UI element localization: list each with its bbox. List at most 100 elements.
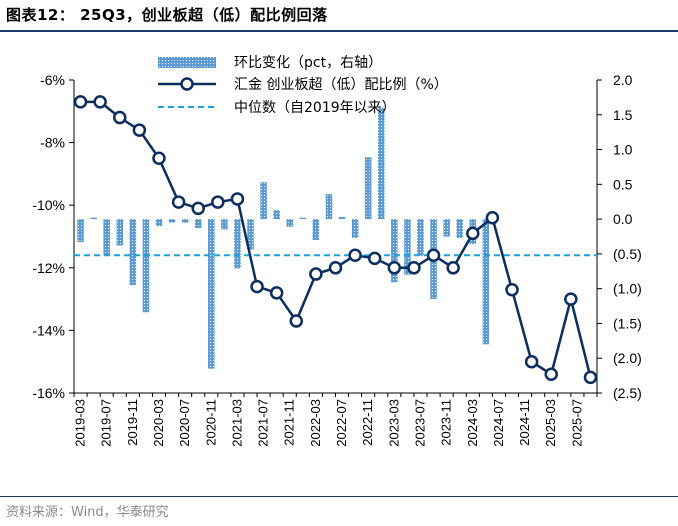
ratio-line [80, 100, 592, 378]
ratio-point [289, 314, 304, 328]
change-bar [234, 219, 241, 269]
right-tick-label: 0.5 [613, 176, 633, 192]
change-bar [378, 107, 385, 220]
ratio-point [309, 267, 323, 281]
ratio-point [171, 195, 186, 209]
chart-axes: -6% -8% -10% -12% -14% -16% 2.0 1.5 1.0 0.5 0.0 (0.… [32, 72, 641, 447]
ratio-point [524, 354, 539, 369]
right-tick-label: (0.5) [613, 246, 642, 262]
change-bar [338, 217, 346, 220]
x-tick-label: 2024-07 [491, 399, 506, 447]
change-bar [77, 219, 84, 243]
source-divider [0, 496, 678, 497]
x-tick-label: 2019-07 [99, 399, 114, 447]
left-tick-label: -10% [32, 197, 65, 213]
x-tick-label: 2019-11 [125, 399, 140, 446]
title-divider [0, 30, 678, 32]
right-tick-label: (1.5) [613, 315, 642, 331]
legend-bar-label: 环比变化（pct，右轴） [234, 55, 382, 71]
change-bar [299, 217, 307, 220]
change-bar [260, 182, 267, 220]
ratio-point [191, 201, 205, 216]
change-bar [208, 219, 215, 369]
legend-line-marker [180, 77, 194, 91]
change-bar [142, 219, 150, 313]
change-bar [103, 219, 110, 255]
x-tick-label: 2025-07 [569, 399, 584, 447]
ratio-point [328, 261, 343, 275]
legend-median-label: 中位数（自2019年以来） [234, 100, 396, 116]
change-bar [417, 219, 424, 256]
ratio-line-series [73, 95, 598, 385]
ratio-point [269, 286, 284, 300]
ratio-point [387, 261, 402, 275]
ratio-point [505, 282, 519, 297]
change-bar [351, 219, 359, 238]
x-tick-label: 2021-03 [229, 399, 244, 447]
x-tick-label: 2020-11 [203, 399, 218, 446]
ratio-point [426, 248, 441, 263]
change-bar [325, 194, 333, 220]
ratio-point [93, 95, 107, 109]
change-bar [456, 219, 463, 238]
chart-legend: 环比变化（pct，右轴） 汇金 创业板超（低）配比例（%） 中位数（自2019年以来… [158, 55, 448, 116]
change-bar [116, 219, 124, 246]
x-tick-label: 2022-11 [360, 399, 375, 446]
change-bar [247, 219, 254, 250]
right-tick-label: 0.0 [613, 211, 633, 227]
x-tick-label: 2021-11 [282, 399, 297, 446]
ratio-point [583, 370, 598, 385]
right-tick-label: 1.5 [613, 107, 633, 123]
ratio-point [367, 251, 382, 266]
change-bar [443, 219, 450, 237]
right-tick-label: (2.5) [613, 385, 642, 401]
ratio-point [113, 110, 127, 125]
left-tick-label: -6% [40, 72, 65, 88]
x-tick-label: 2025-03 [543, 399, 558, 447]
x-tick-label: 2024-03 [465, 399, 480, 447]
change-bar [194, 219, 202, 229]
x-tick-label: 2022-03 [308, 399, 323, 447]
legend-bar-swatch [158, 57, 216, 68]
bar-series [77, 107, 490, 369]
change-bar [404, 219, 411, 275]
right-tick-label: (1.0) [613, 281, 642, 297]
ratio-point [466, 226, 480, 241]
x-tick-label: 2019-03 [73, 399, 88, 447]
ratio-point [564, 292, 578, 306]
x-tick-label: 2024-11 [517, 399, 532, 446]
right-tick-label: 1.0 [613, 142, 633, 158]
ratio-point [211, 195, 225, 209]
change-bar [155, 219, 163, 227]
ratio-point [544, 367, 558, 381]
ratio-point [250, 279, 264, 294]
change-bar [482, 219, 490, 345]
change-bar [286, 219, 293, 227]
figure-title: 图表12： 25Q3，创业板超（低）配比例回落 [6, 6, 328, 24]
x-tick-label: 2022-07 [334, 399, 349, 447]
change-bar [90, 217, 97, 220]
change-bar [221, 219, 228, 230]
change-bar [273, 210, 280, 220]
ratio-point [446, 261, 460, 275]
ratio-point [348, 248, 362, 263]
x-tick-label: 2023-07 [412, 399, 427, 447]
ratio-point [132, 123, 147, 137]
change-bar [168, 219, 176, 223]
ratio-point [407, 261, 421, 275]
left-tick-label: -12% [32, 260, 65, 276]
change-bar [312, 219, 320, 240]
left-tick-label: -8% [40, 135, 65, 151]
ratio-point [152, 151, 166, 165]
x-tick-label: 2020-03 [151, 399, 166, 447]
left-tick-label: -16% [32, 385, 65, 401]
ratio-point [73, 95, 88, 109]
ratio-point [485, 210, 500, 225]
legend-line-label: 汇金 创业板超（低）配比例（%） [234, 77, 448, 93]
change-bar [129, 219, 137, 286]
x-tick-label: 2021-07 [256, 399, 271, 447]
left-tick-label: -14% [32, 322, 65, 338]
x-tick-label: 2023-03 [386, 399, 401, 447]
x-tick-label: 2020-07 [177, 399, 192, 447]
